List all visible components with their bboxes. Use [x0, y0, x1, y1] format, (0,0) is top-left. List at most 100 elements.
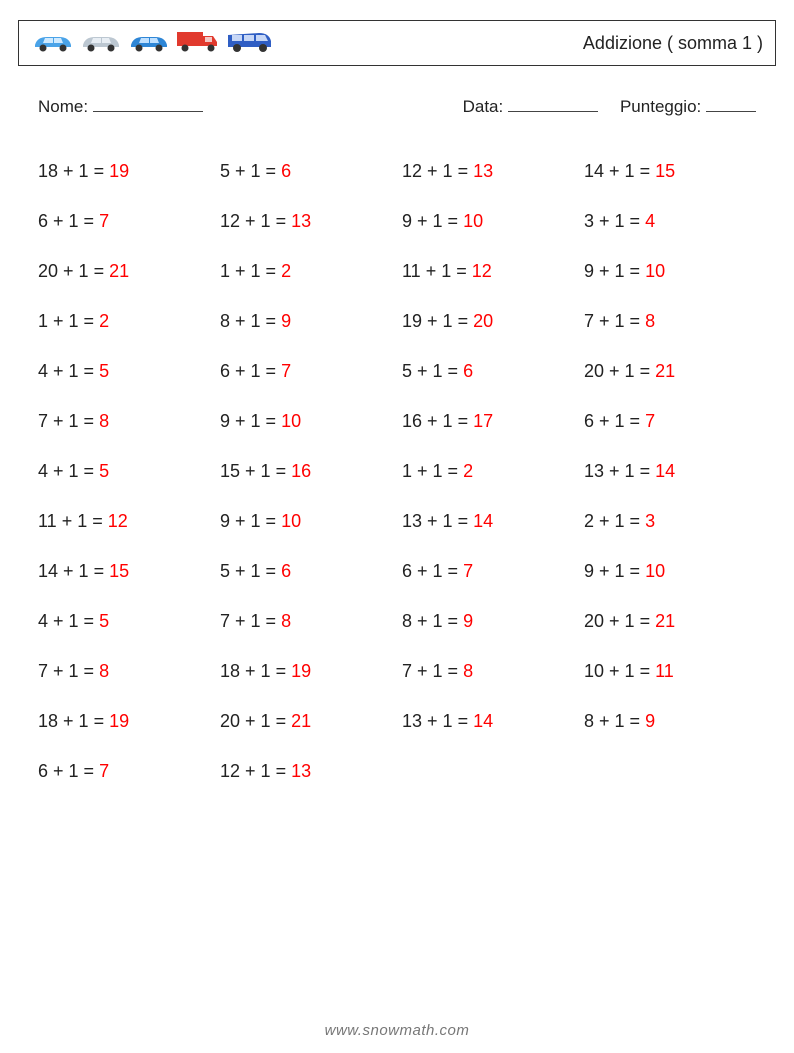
operator: +: [230, 161, 251, 182]
equals: =: [635, 161, 656, 182]
car-blue-2-icon: [127, 29, 171, 58]
problem-cell: 5 + 1 = 6: [220, 547, 392, 597]
operand-a: 13: [402, 511, 422, 532]
operand-b: 1: [433, 561, 443, 582]
operand-a: 14: [38, 561, 58, 582]
operand-b: 1: [79, 711, 89, 732]
equals: =: [443, 561, 464, 582]
answer: 8: [281, 611, 291, 632]
operand-b: 1: [69, 361, 79, 382]
problem-cell: 1 + 1 = 2: [38, 297, 210, 347]
operator: +: [604, 461, 625, 482]
operator: +: [594, 261, 615, 282]
operand-b: 1: [615, 261, 625, 282]
operand-a: 5: [220, 561, 230, 582]
problem-cell: 9 + 1 = 10: [220, 397, 392, 447]
equals: =: [443, 611, 464, 632]
equals: =: [261, 261, 282, 282]
equals: =: [625, 311, 646, 332]
equals: =: [261, 411, 282, 432]
problem-cell: 6 + 1 = 7: [38, 747, 210, 797]
problem-cell: 18 + 1 = 19: [220, 647, 392, 697]
operand-a: 6: [38, 761, 48, 782]
operator: +: [412, 561, 433, 582]
operand-a: 9: [584, 261, 594, 282]
operand-a: 9: [220, 411, 230, 432]
problem-cell: 20 + 1 = 21: [38, 247, 210, 297]
operand-a: 7: [584, 311, 594, 332]
problem-cell: [584, 747, 756, 797]
answer: 17: [473, 411, 493, 432]
problem-cell: 9 + 1 = 10: [584, 247, 756, 297]
operand-b: 1: [251, 611, 261, 632]
equals: =: [443, 461, 464, 482]
problem-cell: 18 + 1 = 19: [38, 697, 210, 747]
operand-a: 18: [220, 661, 240, 682]
operand-b: 1: [433, 611, 443, 632]
operator: +: [422, 711, 443, 732]
answer: 10: [463, 211, 483, 232]
operand-a: 6: [584, 411, 594, 432]
equals: =: [89, 711, 110, 732]
info-row: Nome: Data: Punteggio:: [18, 94, 776, 117]
operand-a: 6: [38, 211, 48, 232]
score-label: Punteggio:: [620, 97, 701, 116]
operator: +: [48, 461, 69, 482]
operator: +: [422, 311, 443, 332]
equals: =: [89, 561, 110, 582]
operand-a: 12: [402, 161, 422, 182]
operand-a: 11: [38, 511, 57, 532]
equals: =: [261, 611, 282, 632]
operand-b: 1: [443, 161, 453, 182]
answer: 19: [291, 661, 311, 682]
problem-cell: 20 + 1 = 21: [584, 597, 756, 647]
equals: =: [625, 711, 646, 732]
equals: =: [443, 361, 464, 382]
operand-a: 20: [584, 361, 604, 382]
answer: 10: [645, 261, 665, 282]
operator: +: [240, 661, 261, 682]
answer: 7: [463, 561, 473, 582]
operator: +: [422, 511, 443, 532]
operator: +: [48, 661, 69, 682]
operand-a: 10: [584, 661, 604, 682]
operand-a: 9: [584, 561, 594, 582]
answer: 14: [473, 511, 493, 532]
operator: +: [48, 361, 69, 382]
equals: =: [453, 711, 474, 732]
operand-a: 4: [38, 361, 48, 382]
problem-cell: 6 + 1 = 7: [584, 397, 756, 447]
operator: +: [230, 611, 251, 632]
problem-cell: 8 + 1 = 9: [584, 697, 756, 747]
operand-b: 1: [615, 211, 625, 232]
equals: =: [79, 211, 100, 232]
answer: 2: [281, 261, 291, 282]
equals: =: [79, 361, 100, 382]
answer: 6: [463, 361, 473, 382]
equals: =: [271, 761, 292, 782]
answer: 6: [281, 161, 291, 182]
problem-cell: 13 + 1 = 14: [584, 447, 756, 497]
answer: 19: [109, 711, 129, 732]
answer: 12: [472, 261, 492, 282]
equals: =: [443, 661, 464, 682]
operand-a: 7: [38, 661, 48, 682]
equals: =: [635, 361, 656, 382]
operator: +: [240, 461, 261, 482]
operator: +: [412, 611, 433, 632]
operand-b: 1: [443, 411, 453, 432]
date-label: Data:: [463, 97, 504, 116]
operator: +: [230, 411, 251, 432]
operand-b: 1: [69, 761, 79, 782]
operator: +: [604, 611, 625, 632]
operand-a: 1: [220, 261, 230, 282]
date-field: Data:: [463, 94, 598, 117]
problem-cell: 19 + 1 = 20: [402, 297, 574, 347]
car-blue-1-icon: [31, 29, 75, 58]
answer: 20: [473, 311, 493, 332]
equals: =: [261, 361, 282, 382]
operator: +: [594, 211, 615, 232]
answer: 11: [655, 661, 674, 682]
operand-a: 5: [402, 361, 412, 382]
answer: 13: [473, 161, 493, 182]
